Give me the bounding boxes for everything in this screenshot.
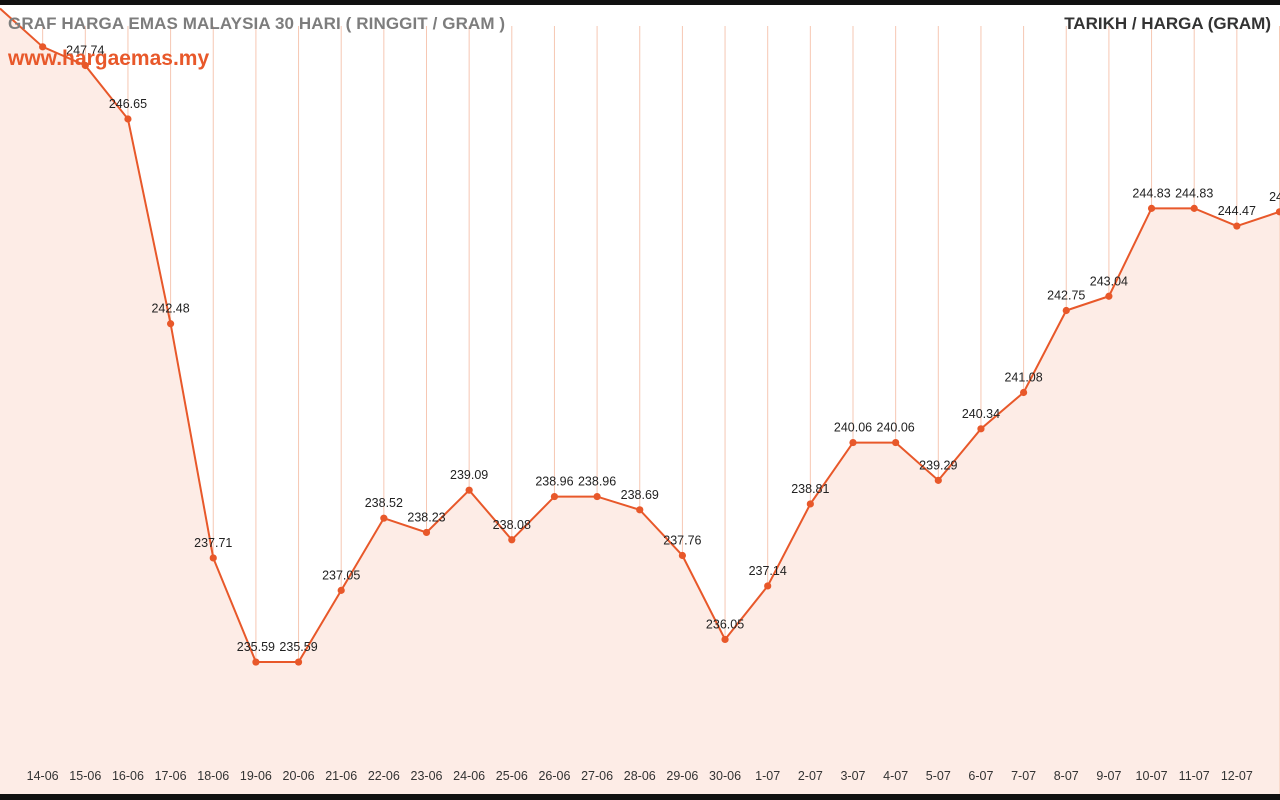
price-area-fill bbox=[0, 8, 1280, 794]
data-point bbox=[977, 425, 985, 433]
value-label: 237.14 bbox=[749, 564, 787, 578]
x-tick-label: 16-06 bbox=[112, 769, 144, 783]
x-tick-label: 27-06 bbox=[581, 769, 613, 783]
value-label: 244.83 bbox=[1132, 186, 1170, 200]
value-label: 239.29 bbox=[919, 458, 957, 472]
value-label: 237.05 bbox=[322, 568, 360, 582]
data-point bbox=[593, 492, 601, 501]
value-label: 238.81 bbox=[791, 482, 829, 496]
bottom-border bbox=[0, 794, 1280, 800]
x-tick-label: 21-06 bbox=[325, 769, 357, 783]
data-point bbox=[721, 635, 729, 644]
x-tick-label: 26-06 bbox=[538, 769, 570, 783]
data-point bbox=[1105, 292, 1113, 300]
value-label: 238.08 bbox=[493, 518, 531, 532]
x-tick-label: 23-06 bbox=[411, 769, 443, 783]
value-label: 244.83 bbox=[1175, 186, 1213, 200]
x-tick-label: 7-07 bbox=[1011, 769, 1036, 783]
axis-caption: TARIKH / HARGA (GRAM) bbox=[1064, 14, 1271, 33]
data-point bbox=[465, 486, 473, 494]
data-point bbox=[764, 582, 772, 590]
data-point bbox=[81, 61, 89, 70]
data-point bbox=[1275, 208, 1280, 216]
value-label: 242.75 bbox=[1047, 288, 1085, 302]
value-label: 239.09 bbox=[450, 468, 488, 482]
data-point bbox=[1020, 388, 1028, 397]
data-point bbox=[1190, 204, 1198, 212]
x-tick-label: 29-06 bbox=[666, 769, 698, 783]
data-point bbox=[124, 115, 132, 123]
value-label: 235.59 bbox=[279, 640, 317, 654]
x-tick-label: 15-06 bbox=[69, 769, 101, 783]
data-point bbox=[508, 536, 516, 544]
top-border bbox=[0, 0, 1280, 5]
value-label: 243.04 bbox=[1090, 274, 1128, 288]
value-label: 240.06 bbox=[834, 421, 872, 435]
x-tick-label: 24-06 bbox=[453, 769, 485, 783]
value-label: 244.47 bbox=[1218, 204, 1256, 218]
x-tick-label: 22-06 bbox=[368, 769, 400, 783]
x-tick-label: 14-06 bbox=[27, 769, 59, 783]
data-point bbox=[1233, 222, 1241, 230]
x-tick-label: 4-07 bbox=[883, 769, 908, 783]
data-value-labels: 247.74 246.65 242.48 237.71 235.59 235.59 237.… bbox=[66, 43, 1280, 654]
x-tick-label: 12-07 bbox=[1221, 769, 1253, 783]
data-point bbox=[1147, 204, 1156, 212]
data-points bbox=[39, 43, 1280, 666]
x-tick-label: 20-06 bbox=[283, 769, 315, 783]
value-label: 240.06 bbox=[877, 421, 915, 435]
data-point bbox=[167, 320, 175, 328]
value-label: 237.76 bbox=[663, 533, 701, 547]
x-tick-label: 18-06 bbox=[197, 769, 229, 783]
x-tick-label: 19-06 bbox=[240, 769, 272, 783]
value-label: 238.96 bbox=[578, 475, 616, 489]
x-tick-label: 30-06 bbox=[709, 769, 741, 783]
x-tick-label: 1-07 bbox=[755, 769, 780, 783]
x-tick-label: 3-07 bbox=[840, 769, 865, 783]
data-point bbox=[380, 514, 388, 522]
value-label: 238.52 bbox=[365, 496, 403, 510]
value-label: 235.59 bbox=[237, 640, 275, 654]
x-tick-label: 17-06 bbox=[155, 769, 187, 783]
x-tick-label: 28-06 bbox=[624, 769, 656, 783]
value-label: 240.34 bbox=[962, 407, 1000, 421]
data-point bbox=[806, 500, 814, 508]
data-point bbox=[849, 438, 857, 447]
x-tick-label: 8-07 bbox=[1054, 769, 1079, 783]
value-label: 244 bbox=[1269, 190, 1280, 204]
value-label: 247.74 bbox=[66, 43, 104, 57]
value-label: 237.71 bbox=[194, 536, 232, 550]
x-tick-label: 6-07 bbox=[968, 769, 993, 783]
x-tick-label: 25-06 bbox=[496, 769, 528, 783]
data-point bbox=[337, 586, 345, 594]
data-point bbox=[39, 43, 47, 51]
x-tick-label: 2-07 bbox=[798, 769, 823, 783]
data-point bbox=[1062, 306, 1070, 315]
value-label: 246.65 bbox=[109, 97, 147, 111]
data-point bbox=[252, 658, 260, 666]
data-point bbox=[678, 551, 687, 560]
data-point bbox=[422, 528, 431, 537]
x-axis-tick-labels: 14-06 15-06 16-06 17-06 18-06 19-06 20-06 21-06… bbox=[27, 769, 1253, 783]
x-tick-label: 9-07 bbox=[1096, 769, 1121, 783]
data-point bbox=[934, 476, 942, 484]
value-label: 238.23 bbox=[407, 510, 445, 524]
data-point bbox=[209, 554, 217, 562]
data-point bbox=[892, 438, 900, 447]
data-point bbox=[294, 658, 303, 666]
data-point bbox=[636, 506, 644, 514]
value-label: 242.48 bbox=[151, 302, 189, 316]
x-tick-label: 11-07 bbox=[1179, 769, 1210, 783]
x-tick-label: 5-07 bbox=[926, 769, 951, 783]
chart-title: GRAF HARGA EMAS MALAYSIA 30 HARI ( RINGG… bbox=[8, 14, 506, 33]
value-label: 236.05 bbox=[706, 617, 744, 631]
website-link[interactable]: www.hargaemas.my bbox=[8, 47, 210, 70]
x-tick-label: 10-07 bbox=[1136, 769, 1168, 783]
value-label: 241.08 bbox=[1004, 370, 1042, 384]
data-point bbox=[550, 492, 559, 501]
value-label: 238.69 bbox=[621, 488, 659, 502]
value-label: 238.96 bbox=[535, 475, 573, 489]
